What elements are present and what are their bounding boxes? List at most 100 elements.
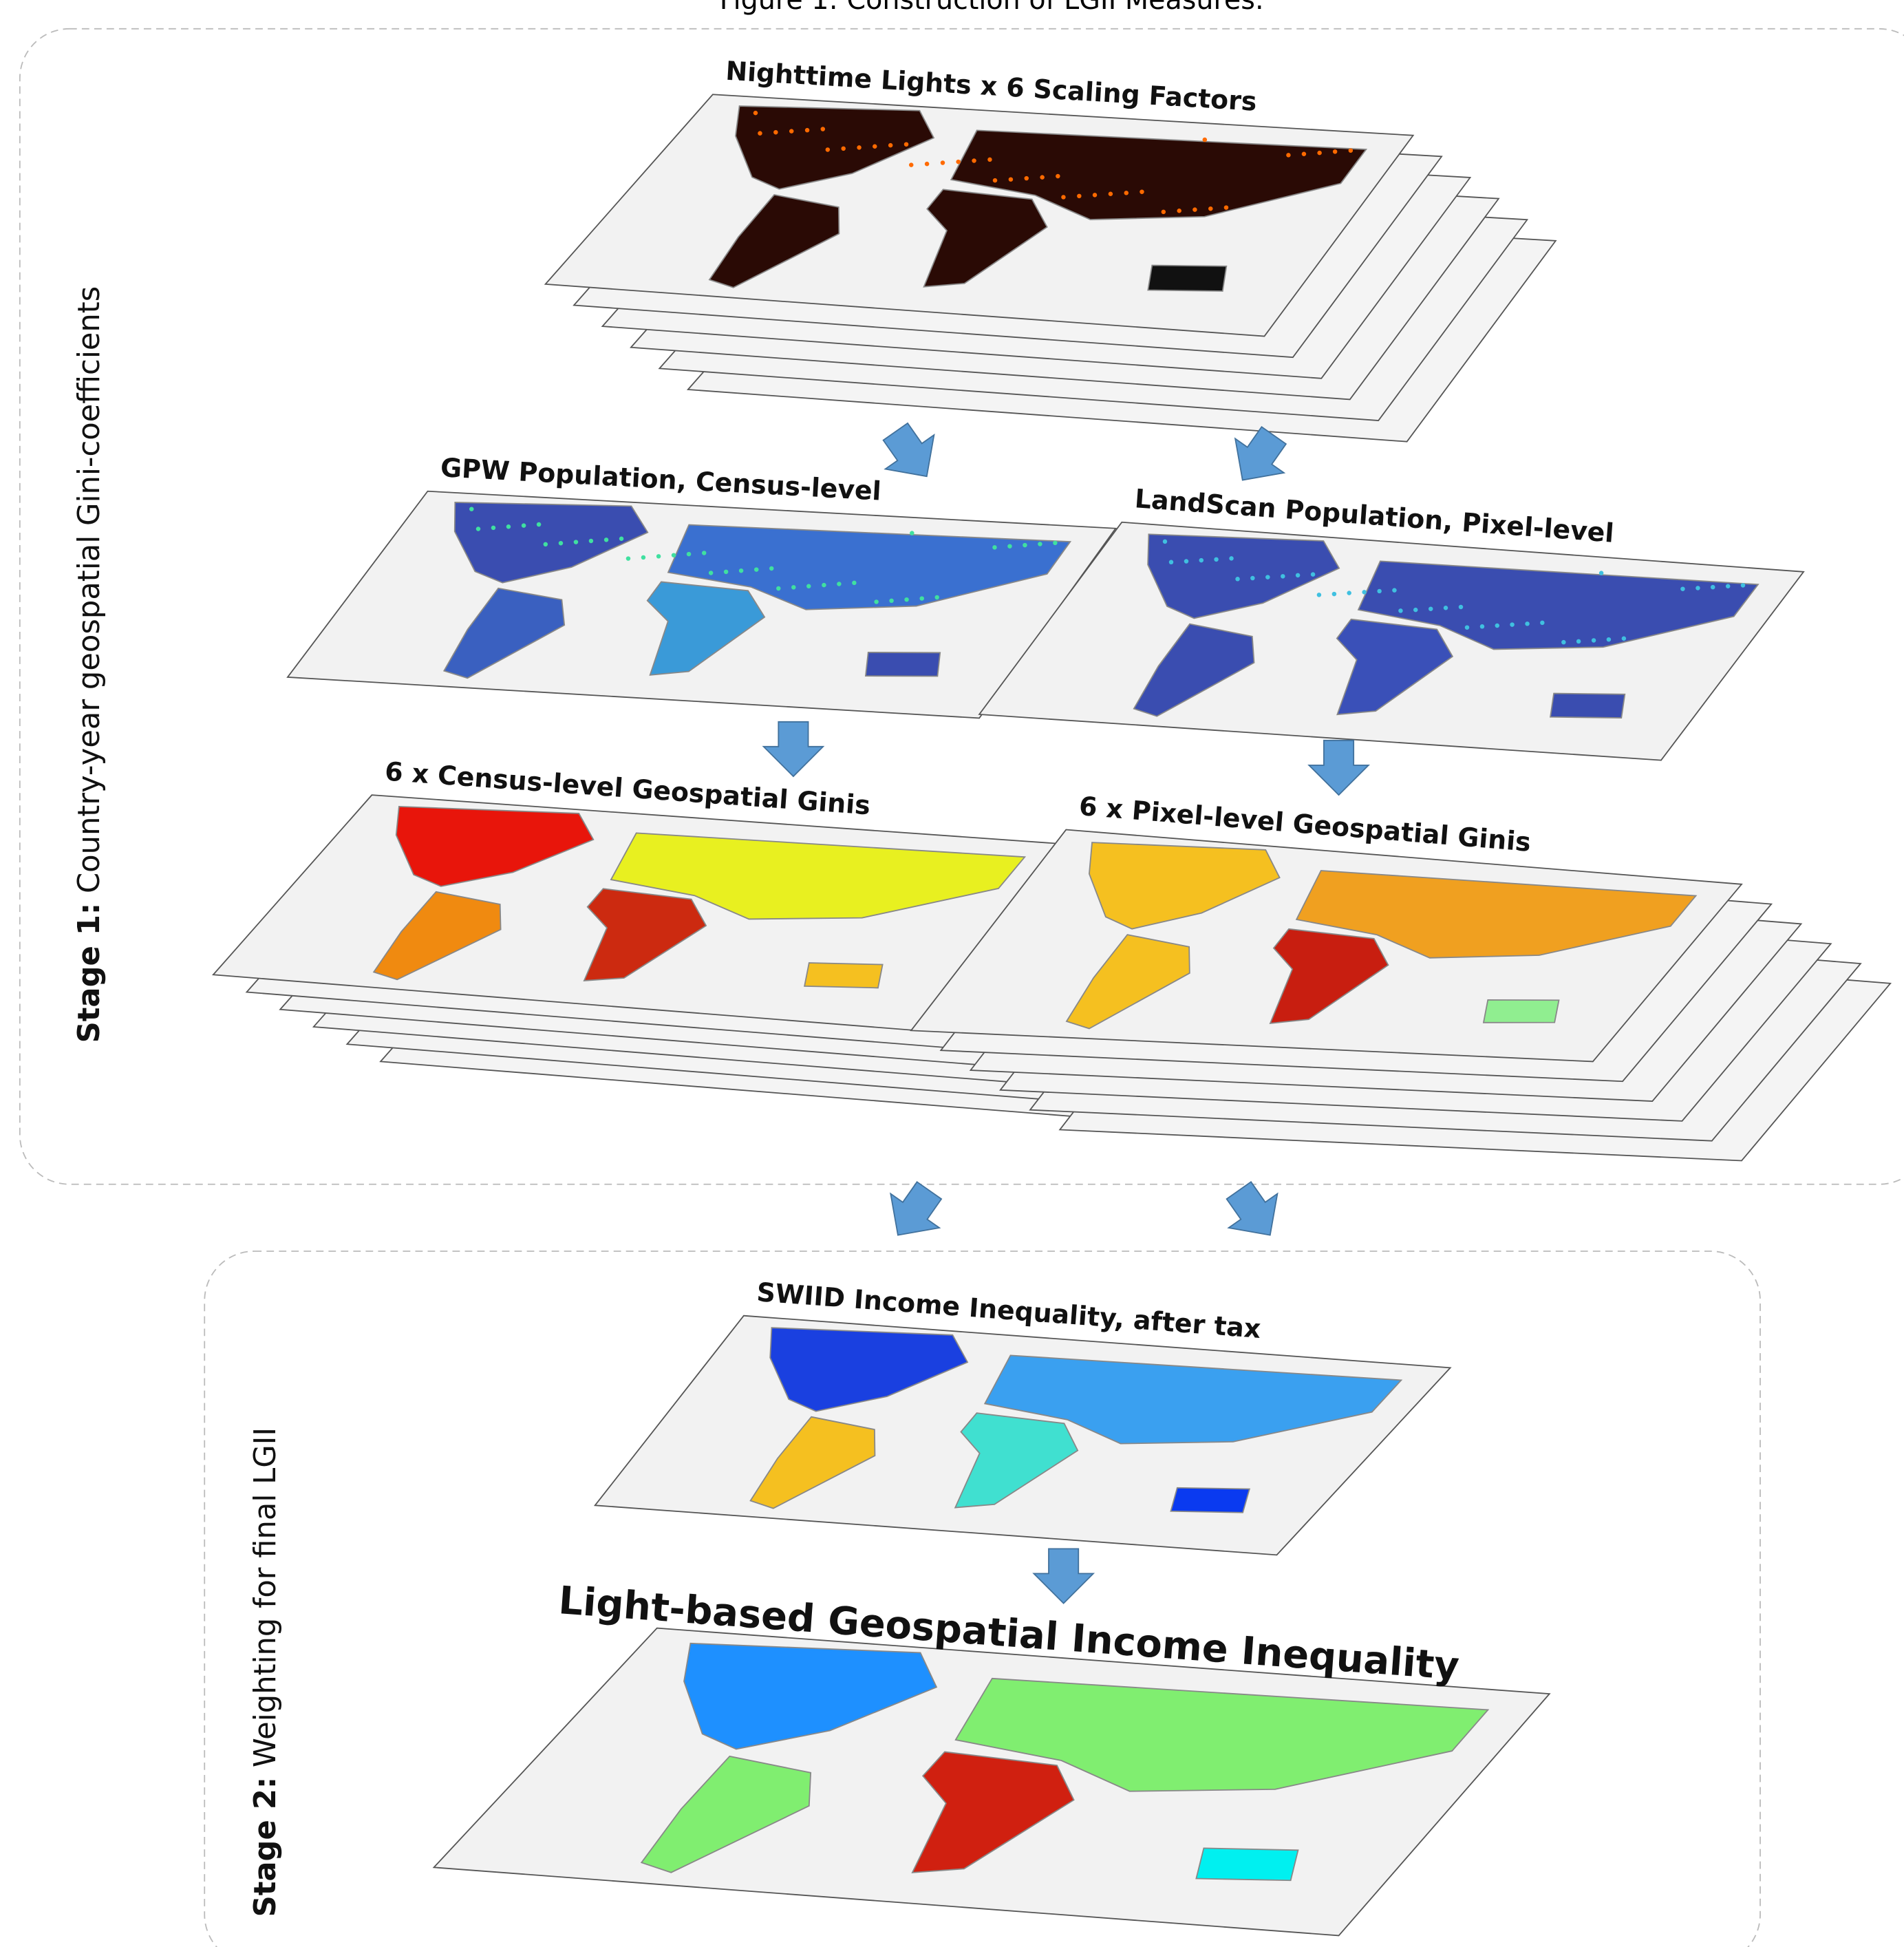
map-dot <box>559 541 563 545</box>
map-dot <box>476 526 480 531</box>
map-dot <box>656 554 661 558</box>
map-dot <box>574 540 578 544</box>
map-dot <box>469 507 473 511</box>
map-dot <box>1302 152 1306 156</box>
map-dot <box>1025 176 1029 180</box>
map-dot <box>1250 576 1254 580</box>
map-dot <box>852 581 856 585</box>
map-dot <box>826 147 830 151</box>
map-dot <box>904 142 908 146</box>
map-dot <box>1362 590 1366 594</box>
map-dot <box>992 545 996 549</box>
map-dot <box>1576 639 1581 643</box>
maps: Nighttime Lights x 6 Scaling FactorsGPW … <box>213 56 1890 1936</box>
map-dot <box>1561 640 1565 644</box>
map-dot <box>589 539 593 543</box>
map-dot <box>1741 583 1745 587</box>
map-dot <box>1061 195 1065 199</box>
map-dot <box>544 542 548 546</box>
map-dot <box>604 538 608 542</box>
stage-1-label: Stage 1: Country-year geospatial Gini-co… <box>72 286 107 1043</box>
map-dot <box>1510 622 1514 626</box>
map-dot <box>889 599 893 603</box>
map-dot <box>1056 174 1060 178</box>
map-dot <box>904 597 908 602</box>
map-dot <box>1077 194 1081 198</box>
map-dot <box>1413 608 1418 612</box>
map-dot <box>1311 572 1315 576</box>
map-dot <box>1540 621 1544 625</box>
page: {"figure_title": "Figure 1: Construction… <box>0 0 1904 1947</box>
map-dot <box>1208 206 1212 211</box>
map-dot <box>702 551 706 555</box>
map-dot <box>1607 637 1611 641</box>
map-dot <box>641 555 645 560</box>
map-dot <box>491 526 495 530</box>
map-dot <box>506 524 511 529</box>
map-dot <box>1214 557 1218 562</box>
map-dot <box>1265 575 1270 579</box>
map-dot <box>1286 153 1290 157</box>
stage-text: Weighting for final LGII <box>248 1427 283 1767</box>
map-dot <box>619 536 623 540</box>
map-dot <box>1163 540 1167 544</box>
map-dot <box>1224 205 1228 209</box>
map-dot <box>1726 584 1730 588</box>
map-dot <box>754 567 758 571</box>
map-dot <box>626 556 630 560</box>
map-dot <box>1162 210 1166 214</box>
map-dot <box>1140 189 1144 193</box>
map-dot <box>1398 608 1402 613</box>
map-dot <box>1169 560 1173 564</box>
map-dot <box>987 158 992 162</box>
diagram: Figure 1: Construction of LGII Measures.… <box>0 0 1904 1947</box>
map-dot <box>1317 151 1321 155</box>
map-dot <box>874 599 878 604</box>
map-dot <box>1696 586 1700 590</box>
map-dot <box>1680 586 1684 591</box>
arrow <box>764 722 823 776</box>
map-dot <box>1023 543 1027 547</box>
map-dot <box>758 131 762 135</box>
map-dot <box>769 566 773 571</box>
map-dot <box>1296 573 1300 577</box>
map-dot <box>1229 556 1233 560</box>
continent <box>1550 694 1625 718</box>
map-dot <box>1525 621 1529 626</box>
map-dot <box>1622 637 1626 641</box>
map-dot <box>1235 577 1239 581</box>
map-dot <box>1281 574 1285 578</box>
map-dot <box>1592 638 1596 642</box>
map-dot <box>910 531 914 535</box>
figure-title: Figure 1: Construction of LGII Measures. <box>720 0 1264 16</box>
map-dot <box>1599 571 1603 575</box>
stage-bold: Stage 1: <box>72 903 107 1043</box>
map-dot <box>1333 149 1337 153</box>
map-dot <box>1093 193 1097 197</box>
map-dot <box>941 160 945 164</box>
map-dot <box>993 178 997 182</box>
map-dot <box>1392 588 1396 592</box>
continent <box>866 652 940 677</box>
map-dot <box>1377 589 1381 593</box>
arrow <box>871 414 951 493</box>
map-dot <box>1332 592 1336 596</box>
map-dot <box>709 571 713 575</box>
continent <box>1170 1488 1249 1513</box>
map-dot <box>1459 605 1463 609</box>
stage-text: Country-year geospatial Gini-coefficient… <box>72 286 107 893</box>
map-dot <box>841 147 845 151</box>
map-dot <box>956 160 960 164</box>
map-dot <box>805 128 809 132</box>
map-dot <box>739 568 743 573</box>
map-dot <box>724 570 728 574</box>
map-dot <box>1184 559 1188 563</box>
map-dot <box>1480 624 1484 628</box>
map-dot <box>1177 209 1181 213</box>
map-dot <box>1317 593 1321 597</box>
map-dot <box>1009 177 1013 181</box>
map-dot <box>1203 138 1207 142</box>
map-dot <box>919 596 923 600</box>
map-dot <box>687 552 691 556</box>
map-dot <box>873 145 877 149</box>
